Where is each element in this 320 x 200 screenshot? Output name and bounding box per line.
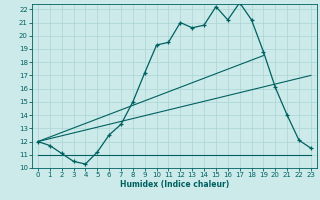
X-axis label: Humidex (Indice chaleur): Humidex (Indice chaleur) — [120, 180, 229, 189]
